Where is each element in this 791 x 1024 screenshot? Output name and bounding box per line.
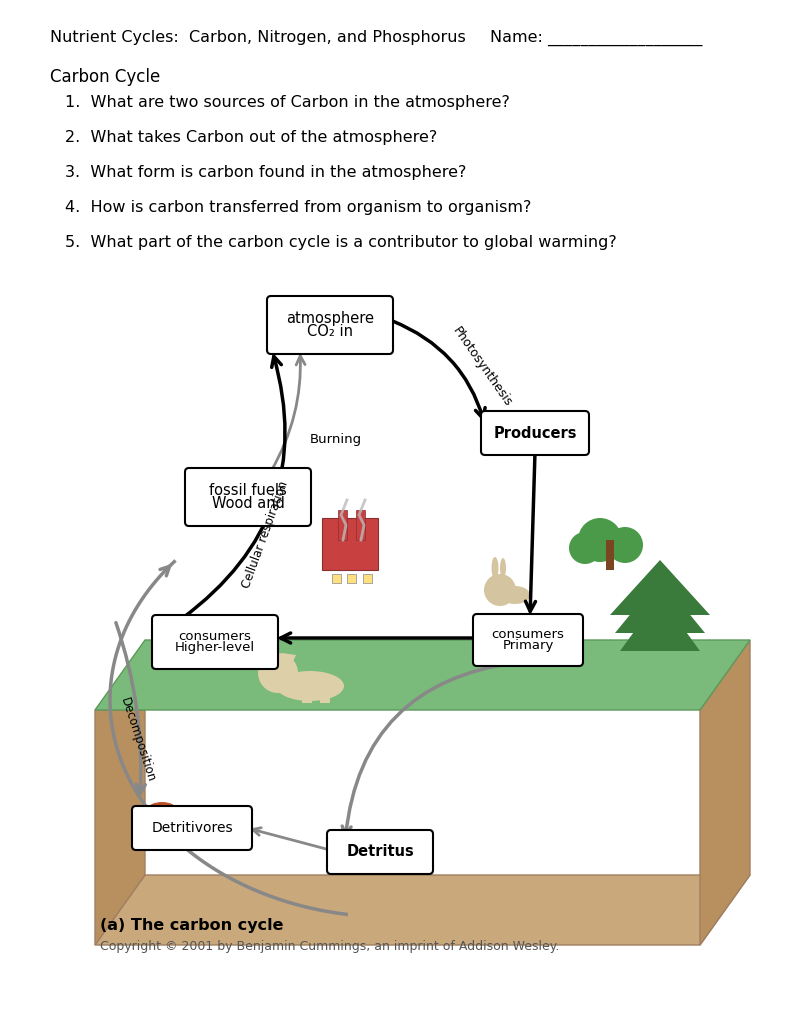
Text: consumers: consumers	[179, 630, 252, 643]
Text: Name: ___________________: Name: ___________________	[490, 30, 702, 46]
FancyBboxPatch shape	[473, 614, 583, 666]
Ellipse shape	[150, 805, 174, 815]
Bar	[302, 683, 312, 703]
Text: Burning: Burning	[310, 433, 362, 446]
Bar	[606, 540, 614, 570]
Ellipse shape	[348, 837, 388, 859]
Text: Primary: Primary	[502, 639, 554, 652]
FancyBboxPatch shape	[185, 468, 311, 526]
Text: Nutrient Cycles:  Carbon, Nitrogen, and Phosphorus: Nutrient Cycles: Carbon, Nitrogen, and P…	[50, 30, 466, 45]
Circle shape	[578, 518, 622, 562]
Polygon shape	[700, 640, 750, 945]
Ellipse shape	[147, 802, 177, 818]
Circle shape	[569, 532, 601, 564]
Ellipse shape	[500, 558, 506, 578]
Text: Copyright © 2001 by Benjamin Cummings, an imprint of Addison Wesley.: Copyright © 2001 by Benjamin Cummings, a…	[100, 940, 559, 953]
Polygon shape	[95, 874, 750, 945]
Text: Wood and: Wood and	[211, 496, 285, 511]
Text: Decomposition: Decomposition	[118, 696, 157, 784]
Polygon shape	[620, 596, 700, 651]
Polygon shape	[282, 653, 296, 673]
Text: 4.  How is carbon transferred from organism to organism?: 4. How is carbon transferred from organi…	[65, 200, 532, 215]
Text: Detritus: Detritus	[346, 845, 414, 859]
Text: 5.  What part of the carbon cycle is a contributor to global warming?: 5. What part of the carbon cycle is a co…	[65, 234, 617, 250]
Circle shape	[484, 574, 516, 606]
Text: Producers: Producers	[494, 426, 577, 440]
Text: Cellular respiration: Cellular respiration	[240, 479, 290, 591]
Text: Photosynthesis: Photosynthesis	[450, 325, 515, 410]
Ellipse shape	[372, 830, 400, 846]
Bar	[158, 811, 166, 827]
FancyBboxPatch shape	[481, 411, 589, 455]
Text: 1.  What are two sources of Carbon in the atmosphere?: 1. What are two sources of Carbon in the…	[65, 95, 510, 110]
Text: consumers: consumers	[491, 628, 565, 641]
Circle shape	[258, 653, 298, 693]
FancyBboxPatch shape	[132, 806, 252, 850]
Text: Higher-level: Higher-level	[175, 641, 255, 654]
Ellipse shape	[276, 671, 344, 701]
Bar	[320, 683, 330, 703]
Bar	[332, 574, 341, 583]
Polygon shape	[95, 710, 145, 945]
Text: Carbon Cycle: Carbon Cycle	[50, 68, 161, 86]
Text: CO₂ in: CO₂ in	[307, 324, 353, 339]
Bar	[356, 510, 365, 540]
Text: atmosphere: atmosphere	[286, 311, 374, 327]
Text: fossil fuels: fossil fuels	[209, 483, 287, 499]
Bar	[347, 574, 356, 583]
Polygon shape	[610, 560, 710, 615]
Polygon shape	[268, 653, 284, 675]
Polygon shape	[95, 640, 750, 710]
FancyBboxPatch shape	[267, 296, 393, 354]
Bar	[322, 518, 378, 570]
Text: 2.  What takes Carbon out of the atmosphere?: 2. What takes Carbon out of the atmosphe…	[65, 130, 437, 145]
Ellipse shape	[491, 557, 498, 579]
Text: 3.  What form is carbon found in the atmosphere?: 3. What form is carbon found in the atmo…	[65, 165, 467, 180]
Circle shape	[607, 527, 643, 563]
Text: Detritivores: Detritivores	[151, 821, 233, 835]
Bar	[653, 580, 667, 650]
Ellipse shape	[500, 586, 530, 604]
Bar	[363, 574, 372, 583]
FancyBboxPatch shape	[152, 615, 278, 669]
Polygon shape	[615, 578, 705, 633]
FancyBboxPatch shape	[327, 830, 433, 874]
Bar	[338, 510, 347, 540]
Text: (a) The carbon cycle: (a) The carbon cycle	[100, 918, 283, 933]
